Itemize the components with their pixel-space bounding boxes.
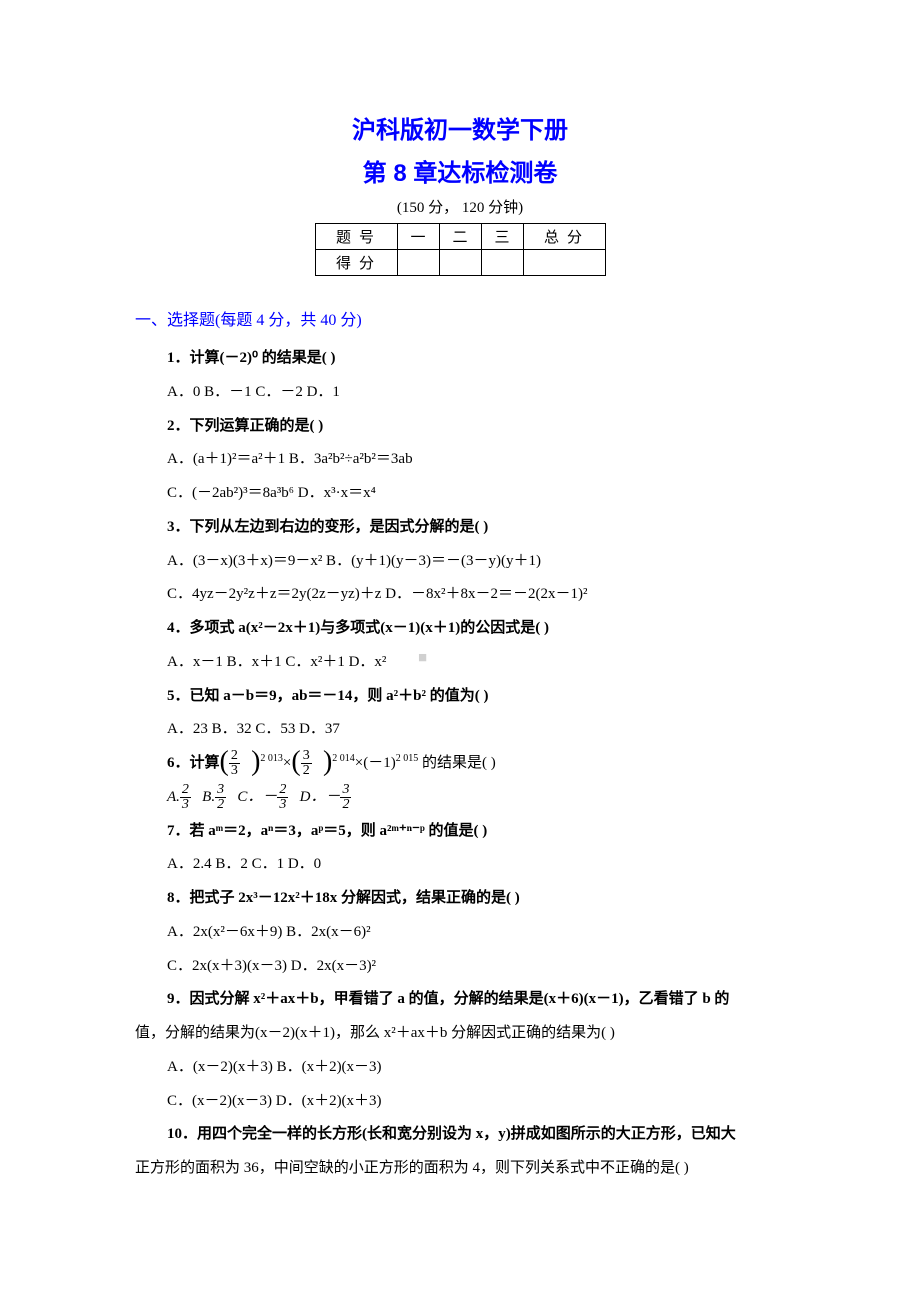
q5-text: 5．已知 a－b＝9，ab＝－14，则 a²＋b² 的值为( ) — [167, 688, 489, 704]
chapter-title: 第 8 章达标检测卷 — [135, 153, 785, 188]
score-table-value-row: 得分 — [315, 250, 605, 276]
q3-options-cd: C．4yz－2y²z＋z＝2y(2z－yz)＋z D．－8x²＋8x－2＝－2(… — [167, 578, 785, 612]
question-8: 8．把式子 2x³－12x²＋18x 分解因式，结果正确的是( ) — [167, 882, 785, 916]
times-text: ×(－1) — [355, 755, 396, 771]
q10-line2: 正方形的面积为 36，中间空缺的小正方形的面积为 4，则下列关系式中不正确的是(… — [135, 1152, 785, 1186]
cell-c2: 二 — [439, 224, 481, 250]
q8-text: 8．把式子 2x³－12x²＋18x 分解因式，结果正确的是( ) — [167, 890, 520, 906]
q9-options-ab: A．(x－2)(x＋3) B．(x＋2)(x－3) — [167, 1051, 785, 1085]
q4-text: 4．多项式 a(x²－2x＋1)与多项式(x－1)(x＋1)的公因式是( ) — [167, 620, 549, 636]
q9-line2: 值，分解的结果为(x－2)(x＋1)，那么 x²＋ax＋b 分解因式正确的结果为… — [135, 1017, 785, 1051]
rparen-icon: ) — [323, 748, 332, 776]
section-1-header: 一、选择题(每题 4 分，共 40 分) — [135, 306, 785, 330]
question-2: 2．下列运算正确的是( ) — [167, 410, 785, 444]
q5-options: A．23 B．32 C．53 D．37 — [167, 713, 785, 747]
exponent: 2 013 — [260, 753, 283, 764]
q9-line1: 9．因式分解 x²＋ax＋b，甲看错了 a 的值，分解的结果是(x＋6)(x－1… — [167, 991, 729, 1007]
q6-suffix: 的结果是( ) — [418, 755, 496, 771]
cell-c2[interactable] — [439, 250, 481, 276]
q7-text: 7．若 aᵐ＝2，aⁿ＝3，aᵖ＝5，则 a²ᵐ⁺ⁿ⁻ᵖ 的值是( ) — [167, 823, 487, 839]
q6-prefix: 6．计算 — [167, 755, 220, 771]
fraction: 23 — [229, 749, 240, 778]
question-7: 7．若 aᵐ＝2，aⁿ＝3，aᵖ＝5，则 a²ᵐ⁺ⁿ⁻ᵖ 的值是( ) — [167, 815, 785, 849]
lparen-icon: ( — [291, 748, 300, 776]
cell-label: 得分 — [315, 250, 397, 276]
cell-c3: 三 — [481, 224, 523, 250]
q3-options-ab: A．(3－x)(3＋x)＝9－x² B．(y＋1)(y－3)＝－(3－y)(y＋… — [167, 545, 785, 579]
cell-total[interactable] — [523, 250, 605, 276]
question-9: 9．因式分解 x²＋ax＋b，甲看错了 a 的值，分解的结果是(x＋6)(x－1… — [167, 983, 785, 1017]
q10-line1: 10．用四个完全一样的长方形(长和宽分别设为 x，y)拼成如图所示的大正方形，已… — [167, 1126, 736, 1142]
fraction: 23 — [180, 783, 191, 812]
fraction: 32 — [215, 783, 226, 812]
doc-title: 沪科版初一数学下册 — [135, 110, 785, 145]
q8-options-ab: A．2x(x²－6x＋9) B．2x(x－6)² — [167, 916, 785, 950]
question-4: 4．多项式 a(x²－2x＋1)与多项式(x－1)(x＋1)的公因式是( ) — [167, 612, 785, 646]
score-table-header-row: 题号 一 二 三 总分 — [315, 224, 605, 250]
question-1: 1．计算(－2)⁰ 的结果是( ) — [167, 342, 785, 376]
question-5: 5．已知 a－b＝9，ab＝－14，则 a²＋b² 的值为( ) — [167, 680, 785, 714]
rparen-icon: ) — [251, 748, 260, 776]
fraction: 32 — [340, 783, 351, 812]
q3-text: 3．下列从左边到右边的变形，是因式分解的是( ) — [167, 519, 488, 535]
lparen-icon: ( — [220, 748, 229, 776]
fraction: 32 — [301, 749, 312, 778]
question-10: 10．用四个完全一样的长方形(长和宽分别设为 x，y)拼成如图所示的大正方形，已… — [167, 1118, 785, 1152]
question-3: 3．下列从左边到右边的变形，是因式分解的是( ) — [167, 511, 785, 545]
q7-options: A．2.4 B．2 C．1 D．0 — [167, 848, 785, 882]
cell-c1[interactable] — [397, 250, 439, 276]
cell-total: 总分 — [523, 224, 605, 250]
q8-options-cd: C．2x(x＋3)(x－3) D．2x(x－3)² — [167, 950, 785, 984]
q6-options: A.23 B.32 C．－23 D．－32 — [167, 781, 785, 815]
times-text: × — [283, 755, 291, 771]
q1-text: 1．计算(－2)⁰ 的结果是( ) — [167, 350, 336, 366]
cell-label: 题号 — [315, 224, 397, 250]
exponent: 2 014 — [332, 753, 355, 764]
q2-options-cd: C．(－2ab²)³＝8a³b⁶ D．x³·x＝x⁴ — [167, 477, 785, 511]
question-6: 6．计算(23 )2 013×(32 )2 014×(－1)2 015 的结果是… — [167, 747, 785, 781]
q9-options-cd: C．(x－2)(x－3) D．(x＋2)(x＋3) — [167, 1085, 785, 1119]
score-table: 题号 一 二 三 总分 得分 — [315, 223, 606, 276]
q4-options: A．x－1 B．x＋1 C．x²＋1 D．x² — [167, 646, 785, 680]
q2-options-ab: A．(a＋1)²＝a²＋1 B．3a²b²÷a²b²＝3ab — [167, 443, 785, 477]
q2-text: 2．下列运算正确的是( ) — [167, 418, 323, 434]
cell-c3[interactable] — [481, 250, 523, 276]
exponent: 2 015 — [396, 753, 419, 764]
fraction: 23 — [277, 783, 288, 812]
test-info: (150 分， 120 分钟) — [135, 196, 785, 217]
q1-options: A．0 B．－1 C．－2 D．1 — [167, 376, 785, 410]
cell-c1: 一 — [397, 224, 439, 250]
